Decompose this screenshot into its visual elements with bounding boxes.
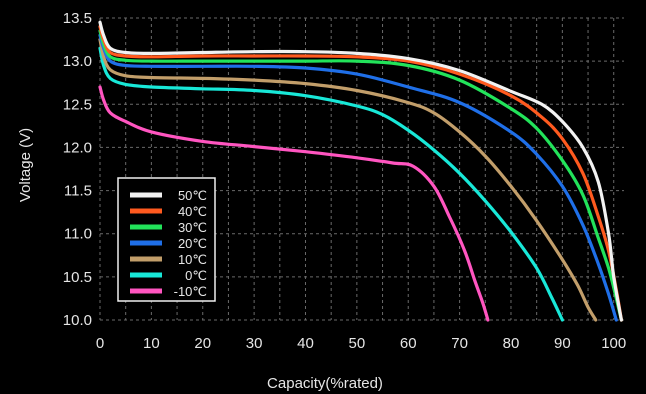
- series-line-5: [98, 38, 598, 322]
- x-tick-label: 90: [554, 335, 571, 352]
- legend-label: 30℃: [178, 220, 207, 235]
- x-tick-label: 50: [349, 335, 366, 352]
- legend-box: [117, 177, 216, 302]
- x-tick-label: 0: [96, 335, 104, 352]
- legend-label: 0℃: [185, 268, 207, 283]
- legend-label: -10℃: [174, 284, 207, 299]
- y-tick-label: 10.0: [63, 312, 92, 329]
- series-line-6: [98, 46, 564, 322]
- y-tick-label: 12.0: [63, 139, 92, 156]
- y-tick-label: 11.0: [64, 226, 92, 243]
- x-tick-label: 30: [246, 335, 263, 352]
- axes: 0 10 20 30 40 50 60 70 80 90 100 10.0 10.5 11.0 11.5 12…: [63, 10, 626, 352]
- series-line-7: [98, 85, 490, 322]
- legend-label: 10℃: [178, 252, 207, 267]
- series-line-3: [98, 29, 623, 322]
- grid: [99, 17, 624, 321]
- x-tick-label: 20: [194, 335, 211, 352]
- legend-label: 20℃: [178, 236, 207, 251]
- x-tick-label: 40: [297, 335, 314, 352]
- x-tick-label: 100: [601, 335, 626, 352]
- x-axis-label: Capacity(%rated): [267, 375, 383, 392]
- y-tick-label: 11.5: [64, 183, 92, 200]
- legend-label: 40℃: [178, 204, 207, 219]
- series-line-4: [98, 33, 618, 322]
- y-tick-label: 12.5: [63, 96, 92, 113]
- legend: 50℃40℃30℃20℃10℃0℃-10℃: [117, 177, 216, 302]
- x-tick-label: 60: [400, 335, 417, 352]
- series-lines: [98, 20, 623, 322]
- y-tick-label: 13.5: [63, 10, 92, 27]
- y-tick-label: 10.5: [63, 269, 92, 286]
- series-line-1: [98, 20, 623, 322]
- legend-label: 50℃: [178, 188, 207, 203]
- x-tick-label: 80: [503, 335, 520, 352]
- x-tick-label: 70: [451, 335, 468, 352]
- y-tick-label: 13.0: [63, 53, 92, 70]
- series-line-2: [98, 25, 623, 322]
- x-tick-label: 10: [143, 335, 160, 352]
- y-axis-label: Voltage (V): [17, 128, 34, 202]
